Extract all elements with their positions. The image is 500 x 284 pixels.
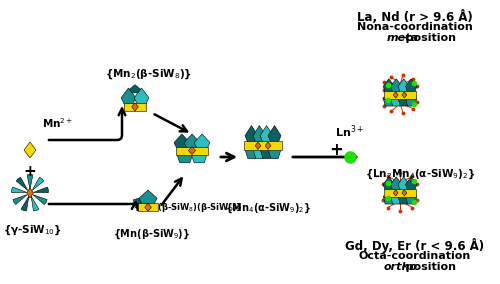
Polygon shape xyxy=(27,174,33,190)
Polygon shape xyxy=(245,149,258,159)
Text: Gd, Dy, Er (r < 9.6 Å): Gd, Dy, Er (r < 9.6 Å) xyxy=(346,238,484,253)
Polygon shape xyxy=(192,154,207,163)
Polygon shape xyxy=(34,187,48,193)
Polygon shape xyxy=(31,196,39,211)
Polygon shape xyxy=(24,142,36,158)
Polygon shape xyxy=(139,190,157,205)
Polygon shape xyxy=(132,103,138,111)
Polygon shape xyxy=(268,126,281,143)
Polygon shape xyxy=(390,177,402,190)
Polygon shape xyxy=(176,147,208,155)
Polygon shape xyxy=(384,177,394,190)
Polygon shape xyxy=(384,91,416,99)
Text: meta: meta xyxy=(387,33,419,43)
Polygon shape xyxy=(134,88,149,105)
Polygon shape xyxy=(194,134,210,149)
Polygon shape xyxy=(33,195,47,204)
Polygon shape xyxy=(384,79,394,92)
Polygon shape xyxy=(260,149,273,159)
Polygon shape xyxy=(124,103,146,111)
Polygon shape xyxy=(144,203,152,211)
Polygon shape xyxy=(21,196,29,211)
Polygon shape xyxy=(390,79,402,92)
Polygon shape xyxy=(260,126,273,143)
Polygon shape xyxy=(255,142,261,149)
Text: Mn$^{2+}$: Mn$^{2+}$ xyxy=(42,116,73,130)
Polygon shape xyxy=(268,149,281,159)
Polygon shape xyxy=(390,196,402,204)
Text: {Mn$_2$(β-SiW$_8$)}: {Mn$_2$(β-SiW$_8$)} xyxy=(104,67,192,81)
Polygon shape xyxy=(245,126,258,143)
Polygon shape xyxy=(393,190,398,196)
Polygon shape xyxy=(125,85,145,93)
Polygon shape xyxy=(13,195,27,204)
Polygon shape xyxy=(384,98,394,106)
Text: ortho: ortho xyxy=(384,262,418,272)
Text: {γ-SiW$_{10}$}: {γ-SiW$_{10}$} xyxy=(2,223,62,237)
Polygon shape xyxy=(12,187,26,193)
Text: {Mn$_3$(β-SiW$_8$)(β-SiW$_9$)}: {Mn$_3$(β-SiW$_8$)(β-SiW$_9$)} xyxy=(133,202,243,214)
Polygon shape xyxy=(138,203,158,211)
Text: -position: -position xyxy=(402,262,456,272)
Polygon shape xyxy=(121,88,136,105)
Polygon shape xyxy=(26,188,34,198)
Polygon shape xyxy=(406,79,416,92)
Polygon shape xyxy=(184,134,200,149)
Polygon shape xyxy=(188,147,196,154)
Polygon shape xyxy=(406,196,416,204)
Polygon shape xyxy=(393,92,398,98)
Polygon shape xyxy=(384,196,394,204)
Text: -position: -position xyxy=(402,33,456,43)
Polygon shape xyxy=(402,92,407,98)
Polygon shape xyxy=(32,177,44,190)
Text: +: + xyxy=(24,164,36,179)
Text: {Mn(β-SiW$_9$)}: {Mn(β-SiW$_9$)} xyxy=(114,227,190,241)
Polygon shape xyxy=(177,154,192,163)
Text: Ln$^{3+}$: Ln$^{3+}$ xyxy=(336,124,364,140)
Polygon shape xyxy=(265,142,271,149)
Polygon shape xyxy=(398,196,409,204)
Polygon shape xyxy=(174,134,190,149)
Polygon shape xyxy=(406,177,416,190)
Text: La, Nd (r > 9.6 Å): La, Nd (r > 9.6 Å) xyxy=(357,10,473,24)
Polygon shape xyxy=(398,79,409,92)
Text: Octa-coordination: Octa-coordination xyxy=(359,251,471,261)
Polygon shape xyxy=(244,141,282,150)
Text: +: + xyxy=(329,141,343,159)
Polygon shape xyxy=(16,177,28,190)
Polygon shape xyxy=(253,149,266,159)
Polygon shape xyxy=(402,190,407,196)
Polygon shape xyxy=(406,98,416,106)
Polygon shape xyxy=(398,177,409,190)
Polygon shape xyxy=(398,98,409,106)
Text: Nona-coordination: Nona-coordination xyxy=(357,22,473,32)
Text: {Ln$_2$Mn$_4$(α-SiW$_9$)$_2$}: {Ln$_2$Mn$_4$(α-SiW$_9$)$_2$} xyxy=(364,167,476,181)
Polygon shape xyxy=(253,126,266,143)
Polygon shape xyxy=(390,98,402,106)
Text: {Mn$_4$(α-SiW$_9$)$_2$}: {Mn$_4$(α-SiW$_9$)$_2$} xyxy=(225,201,311,215)
Polygon shape xyxy=(133,198,142,206)
Polygon shape xyxy=(384,189,416,197)
